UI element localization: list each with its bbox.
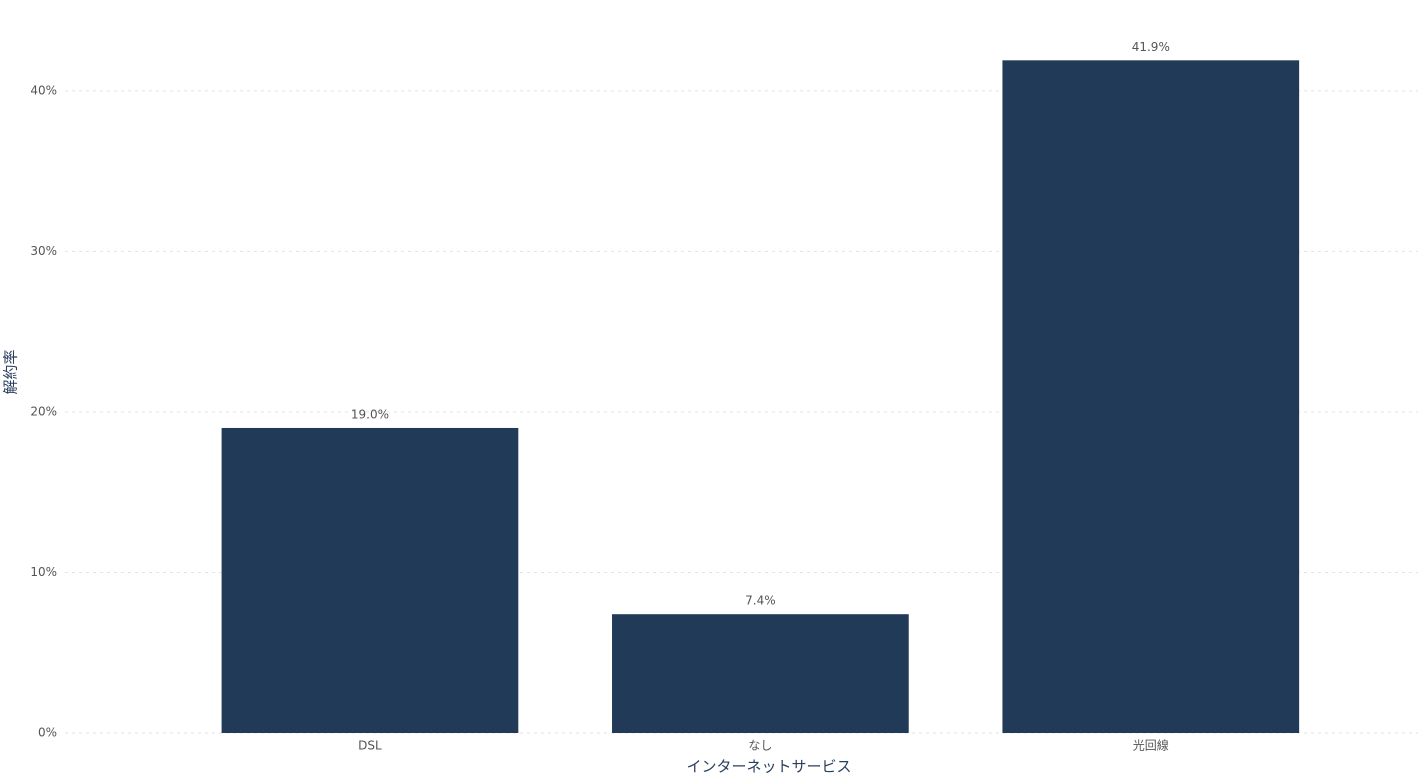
bar — [612, 614, 909, 733]
y-axis-title: 解約率 — [2, 349, 20, 394]
y-tick-label: 0% — [38, 726, 57, 740]
x-tick-label: DSL — [358, 739, 382, 753]
y-tick-label: 10% — [30, 565, 57, 579]
x-tick-label: なし — [748, 739, 772, 753]
y-tick-label: 30% — [30, 244, 57, 258]
bar — [221, 427, 519, 733]
value-label: 41.9% — [1132, 40, 1170, 54]
x-axis-title: インターネットサービス — [686, 758, 851, 776]
value-label: 7.4% — [745, 594, 776, 608]
x-tick-label: 光回線 — [1133, 738, 1169, 753]
value-label: 19.0% — [351, 407, 389, 421]
y-tick-label: 20% — [30, 404, 57, 418]
bar — [1002, 60, 1300, 734]
y-tick-label: 40% — [30, 83, 57, 97]
